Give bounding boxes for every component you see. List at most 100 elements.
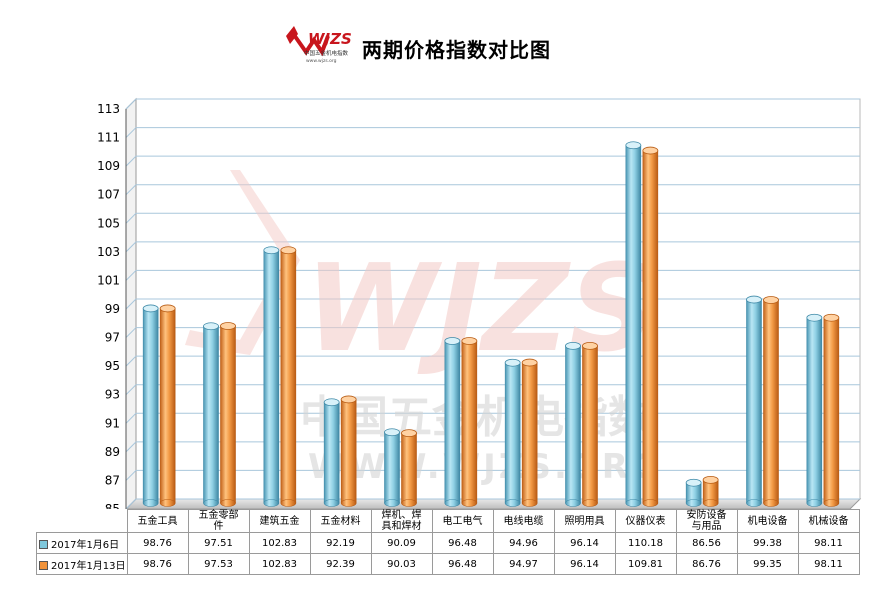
bar-series1-1 <box>203 322 219 507</box>
bar-series2-10 <box>763 296 779 507</box>
table-cell: 96.14 <box>553 553 616 575</box>
gridline-side <box>125 498 137 510</box>
series-legend-label: 2017年1月13日 <box>36 553 128 575</box>
table-cell: 92.19 <box>309 532 372 554</box>
table-cell: 90.09 <box>370 532 433 554</box>
table-cell: 96.48 <box>431 532 494 554</box>
gridline-side <box>125 184 137 196</box>
y-tick-label: 109 <box>97 159 120 173</box>
gridline-side <box>125 470 137 481</box>
table-cell: 97.53 <box>187 553 250 575</box>
gridline-side <box>125 212 137 224</box>
gridline-side <box>125 155 137 167</box>
bar-series2-4 <box>401 429 417 507</box>
bar-series1-11 <box>806 313 823 507</box>
chart-title: 两期价格指数对比图 <box>362 38 551 62</box>
gridline-side <box>125 127 137 138</box>
bars <box>142 141 840 507</box>
y-tick-label: 105 <box>97 216 120 230</box>
data-table: 五金工具 五金零部件建筑五金 五金材料 焊机、焊 具和焊材 电工电气 电线电缆 照明用具 仪器仪… <box>36 509 860 575</box>
table-cell: 98.11 <box>797 532 860 554</box>
bar-series1-8 <box>625 141 642 507</box>
y-axis: 8587899193959799101103105107109111113 <box>97 102 127 516</box>
y-tick-label: 101 <box>97 273 120 287</box>
category-label: 焊机、焊 具和焊材 <box>370 509 433 533</box>
y-tick-label: 95 <box>105 359 120 373</box>
gridline-side <box>125 298 137 310</box>
bar-series2-0 <box>159 304 176 507</box>
y-tick-label: 103 <box>97 245 120 259</box>
gridline-side <box>125 441 137 453</box>
plot-background <box>124 97 862 511</box>
table-cell: 102.83 <box>248 532 311 554</box>
bar-series2-6 <box>521 358 538 507</box>
bar-series1-6 <box>504 358 521 507</box>
category-label: 照明用具 <box>553 509 616 533</box>
table-cell: 99.35 <box>736 553 799 575</box>
table-cell: 90.03 <box>370 553 433 575</box>
category-label: 建筑五金 <box>248 509 311 533</box>
gridline-side <box>125 384 137 396</box>
bar-series2-7 <box>582 341 598 507</box>
bar-series2-11 <box>823 313 840 507</box>
table-corner <box>36 509 128 533</box>
bar-series1-10 <box>746 295 762 507</box>
legend-swatch <box>39 540 48 549</box>
series-legend-label: 2017年1月6日 <box>36 532 128 554</box>
bar-series2-9 <box>702 475 719 507</box>
bar-series2-3 <box>340 395 357 507</box>
gridline-side <box>125 355 137 367</box>
table-cell: 86.56 <box>675 532 738 554</box>
table-body: 2017年1月6日 98.76 97.51 102.83 92.19 90.09 96.48… <box>36 532 860 575</box>
category-header-row: 五金工具 五金零部件建筑五金 五金材料 焊机、焊 具和焊材 电工电气 电线电缆 照明用具 仪器仪… <box>36 509 860 533</box>
table-cell: 92.39 <box>309 553 372 575</box>
table-cell: 86.76 <box>675 553 738 575</box>
y-tick-label: 113 <box>97 102 120 116</box>
logo-url: www.wjzs.org <box>306 58 337 64</box>
table-cell: 96.48 <box>431 553 494 575</box>
bar-series2-8 <box>642 146 659 507</box>
chart-header: WJZS 中国五金机电指数 www.wjzs.org 两期价格指数对比图 <box>0 0 893 90</box>
bar-series1-7 <box>565 341 581 507</box>
y-tick-label: 87 <box>105 473 120 487</box>
table-cell: 94.97 <box>492 553 555 575</box>
watermark-line2: WWW.WJZS.ORG <box>308 447 662 487</box>
y-tick-label: 89 <box>105 445 120 459</box>
table-cell: 94.96 <box>492 532 555 554</box>
table-cell: 102.83 <box>248 553 311 575</box>
bar-series2-2 <box>280 246 297 507</box>
logo-subtext: 中国五金机电指数 <box>304 49 349 57</box>
bar-series1-5 <box>444 337 461 507</box>
category-label: 机电设备 <box>736 509 799 533</box>
gridline-side <box>125 270 137 281</box>
bar-series2-5 <box>461 337 478 507</box>
table-row: 2017年1月6日 98.76 97.51 102.83 92.19 90.09 96.48… <box>36 532 860 554</box>
legend-swatch <box>39 561 48 570</box>
table-cell: 96.14 <box>553 532 616 554</box>
bar-series1-9 <box>685 478 702 507</box>
table-cell: 98.76 <box>126 532 189 554</box>
category-label: 仪器仪表 <box>614 509 677 533</box>
y-tick-label: 99 <box>105 302 120 316</box>
category-label: 五金材料 <box>309 509 372 533</box>
category-label: 五金工具 <box>126 509 189 533</box>
category-label: 安防设备 与用品 <box>675 509 738 533</box>
category-label: 电工电气 <box>431 509 494 533</box>
y-tick-label: 111 <box>97 131 120 145</box>
y-tick-label: 107 <box>97 188 120 202</box>
category-label: 电线电缆 <box>492 509 555 533</box>
table-row: 2017年1月13日 98.76 97.53 102.83 92.39 90.03 96.4… <box>36 553 860 575</box>
category-label: 五金零部件 <box>187 509 250 533</box>
bar-series2-1 <box>220 322 236 507</box>
bar-series1-3 <box>323 398 340 507</box>
y-tick-label: 93 <box>105 388 120 402</box>
gridline-side <box>125 241 137 253</box>
wjzs-logo: WJZS 中国五金机电指数 www.wjzs.org <box>286 26 352 64</box>
gridline-side <box>125 327 137 338</box>
bar-series1-0 <box>142 304 159 507</box>
table-cell: 109.81 <box>614 553 677 575</box>
logo-text: WJZS <box>308 30 352 48</box>
table-cell: 110.18 <box>614 532 677 554</box>
y-tick-label: 91 <box>105 416 120 430</box>
